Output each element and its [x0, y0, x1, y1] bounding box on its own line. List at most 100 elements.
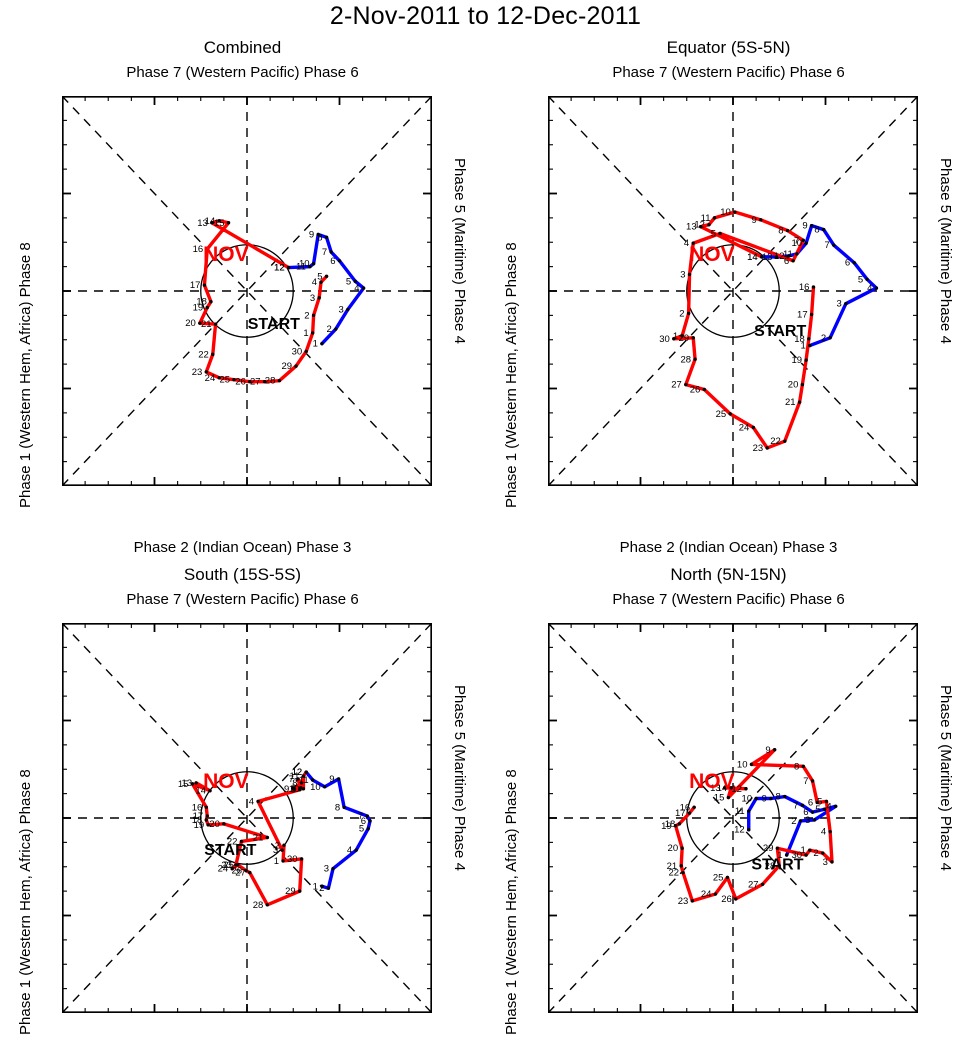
svg-text:11: 11 [299, 775, 309, 786]
svg-text:21: 21 [201, 319, 212, 330]
svg-text:30: 30 [659, 334, 670, 345]
svg-text:16: 16 [192, 802, 203, 813]
svg-text:11: 11 [735, 806, 745, 817]
svg-text:22: 22 [770, 436, 781, 447]
panel-equator: Equator (5S-5N) Phase 7 (Western Pacific… [486, 38, 971, 558]
panel-title: North (5N-15N) [670, 565, 787, 584]
svg-text:11: 11 [296, 262, 306, 273]
svg-text:12: 12 [734, 825, 745, 836]
svg-text:4: 4 [821, 827, 826, 838]
svg-text:18: 18 [794, 334, 805, 345]
svg-text:6: 6 [803, 807, 808, 818]
svg-text:12: 12 [774, 251, 785, 262]
svg-text:1: 1 [274, 856, 279, 867]
plot-area: -4-4-2-200224412345678910111212111098765… [62, 623, 432, 1013]
svg-text:7: 7 [825, 240, 830, 251]
y-axis-label-right: Phase 5 (Maritime) Phase 4 [937, 685, 954, 871]
svg-text:25: 25 [713, 872, 724, 883]
svg-text:17: 17 [675, 808, 686, 819]
svg-text:19: 19 [193, 303, 204, 314]
svg-text:3: 3 [310, 293, 315, 304]
y-axis-label-left: Phase 1 (Western Hem, Africa) Phase 8 [17, 769, 34, 1035]
svg-text:15: 15 [714, 793, 725, 804]
svg-text:24: 24 [701, 889, 712, 900]
svg-text:6: 6 [291, 783, 296, 794]
svg-text:9: 9 [765, 745, 770, 756]
month-label: NOV [689, 770, 735, 793]
svg-text:2: 2 [275, 840, 280, 851]
y-axis-label-left: Phase 1 (Western Hem, Africa) Phase 8 [503, 242, 520, 508]
svg-text:23: 23 [221, 860, 232, 871]
svg-text:1: 1 [800, 845, 805, 856]
svg-text:14: 14 [747, 252, 758, 263]
svg-text:12: 12 [292, 767, 303, 778]
axis-ticks [62, 623, 432, 1013]
svg-text:14: 14 [717, 783, 728, 794]
svg-text:11: 11 [290, 771, 300, 782]
trajectory-line [304, 770, 372, 890]
start-label: START [248, 316, 300, 333]
svg-text:30: 30 [292, 346, 303, 357]
svg-text:17: 17 [193, 811, 204, 822]
svg-text:7: 7 [322, 247, 327, 258]
svg-text:14: 14 [195, 786, 206, 797]
svg-text:9: 9 [762, 794, 767, 805]
svg-text:20: 20 [668, 843, 679, 854]
svg-text:4: 4 [826, 801, 831, 812]
svg-text:19: 19 [194, 820, 205, 831]
svg-text:25: 25 [716, 409, 727, 420]
svg-text:23: 23 [192, 367, 203, 378]
svg-text:4: 4 [867, 283, 872, 294]
svg-text:19: 19 [791, 355, 802, 366]
svg-text:10: 10 [310, 782, 321, 793]
svg-text:5: 5 [359, 824, 364, 835]
y-axis-label-right: Phase 5 (Maritime) Phase 4 [451, 158, 468, 344]
svg-text:8: 8 [335, 802, 340, 813]
svg-text:2: 2 [327, 324, 332, 335]
svg-text:22: 22 [227, 836, 238, 847]
svg-text:25: 25 [219, 375, 230, 386]
svg-text:16: 16 [680, 802, 691, 813]
svg-text:20: 20 [209, 819, 220, 830]
svg-text:4: 4 [347, 845, 352, 856]
y-axis-label-right: Phase 5 (Maritime) Phase 4 [937, 158, 954, 344]
svg-text:8: 8 [814, 225, 819, 236]
svg-text:10: 10 [791, 238, 802, 249]
svg-text:3: 3 [805, 815, 810, 826]
svg-text:9: 9 [751, 215, 756, 226]
start-label: START [751, 857, 803, 874]
svg-text:3: 3 [324, 864, 329, 875]
panel-top-axis-label: Phase 7 (Western Pacific) Phase 6 [612, 591, 845, 608]
svg-text:26: 26 [231, 866, 242, 877]
svg-text:7: 7 [803, 776, 808, 787]
svg-text:2: 2 [319, 883, 324, 894]
svg-text:20: 20 [788, 380, 799, 391]
svg-text:26: 26 [690, 384, 701, 395]
svg-text:24: 24 [739, 423, 750, 434]
svg-text:24: 24 [218, 864, 229, 875]
svg-text:6: 6 [845, 258, 850, 269]
svg-text:30: 30 [287, 854, 298, 865]
svg-text:16: 16 [799, 282, 810, 293]
svg-text:28: 28 [265, 376, 276, 387]
svg-text:5: 5 [711, 228, 716, 239]
svg-text:18: 18 [196, 297, 207, 308]
svg-text:22: 22 [198, 349, 209, 360]
svg-text:9: 9 [802, 221, 807, 232]
svg-text:9: 9 [309, 229, 314, 240]
svg-text:13: 13 [686, 222, 697, 233]
svg-text:26: 26 [721, 894, 732, 905]
svg-text:5: 5 [317, 271, 322, 282]
day-markers: 1234567891011121314 [747, 221, 879, 352]
svg-text:14: 14 [205, 216, 216, 227]
x-axis-label: Phase 2 (Indian Ocean) Phase 3 [133, 539, 352, 556]
svg-text:9: 9 [284, 784, 289, 795]
svg-text:29: 29 [281, 361, 292, 372]
svg-text:8: 8 [776, 792, 781, 803]
svg-text:24: 24 [205, 373, 216, 384]
